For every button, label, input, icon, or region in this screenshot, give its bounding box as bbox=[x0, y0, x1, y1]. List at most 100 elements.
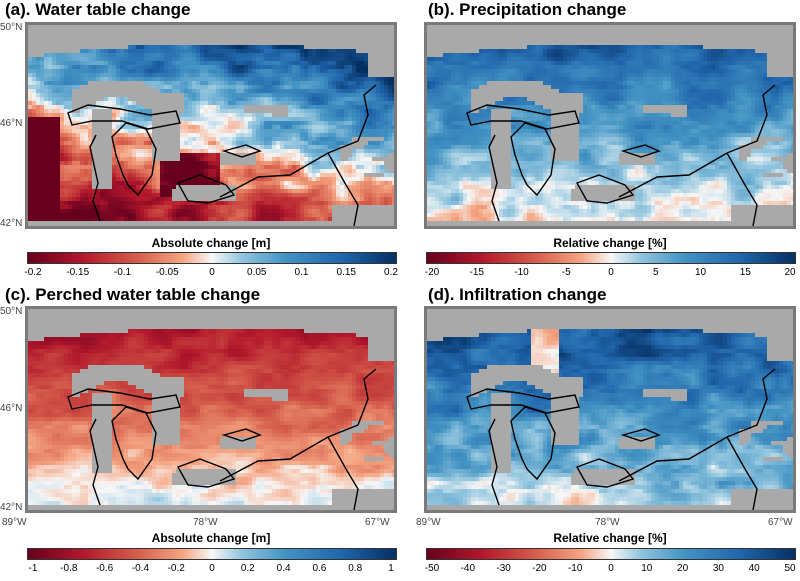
heatmap-cell bbox=[587, 77, 591, 81]
heatmap-cell bbox=[324, 153, 328, 157]
heatmap-cell bbox=[360, 105, 364, 109]
heatmap-cell bbox=[268, 73, 272, 77]
heatmap-cell bbox=[260, 125, 264, 129]
heatmap-cell bbox=[659, 101, 663, 105]
heatmap-cell bbox=[44, 57, 48, 61]
heatmap-cell bbox=[623, 121, 627, 125]
heatmap-cell bbox=[435, 101, 439, 105]
heatmap-cell bbox=[72, 129, 76, 133]
heatmap-cell bbox=[100, 217, 104, 221]
heatmap-cell bbox=[751, 81, 755, 85]
heatmap-cell bbox=[699, 113, 703, 117]
heatmap-cell bbox=[731, 61, 735, 65]
heatmap-cell bbox=[220, 209, 224, 213]
heatmap-cell bbox=[356, 201, 360, 205]
heatmap-cell bbox=[72, 137, 76, 141]
heatmap-cell bbox=[188, 45, 192, 49]
heatmap-cell bbox=[176, 177, 180, 181]
heatmap-cell bbox=[655, 125, 659, 129]
heatmap-cell bbox=[184, 49, 188, 53]
heatmap-cell bbox=[328, 65, 332, 69]
heatmap-cell bbox=[232, 45, 236, 49]
heatmap-cell bbox=[304, 145, 308, 149]
heatmap-cell bbox=[180, 141, 184, 145]
heatmap-cell bbox=[300, 89, 304, 93]
heatmap-cell bbox=[156, 201, 160, 205]
heatmap-cell bbox=[491, 105, 495, 109]
heatmap-cell bbox=[392, 117, 394, 121]
heatmap-cell bbox=[739, 101, 743, 105]
heatmap-cell bbox=[332, 169, 336, 173]
heatmap-cell bbox=[356, 197, 360, 201]
heatmap-cell bbox=[140, 189, 144, 193]
heatmap-cell bbox=[659, 89, 663, 93]
heatmap-cell bbox=[36, 109, 40, 113]
heatmap-cell bbox=[483, 125, 487, 129]
heatmap-cell bbox=[76, 73, 80, 77]
heatmap-cell bbox=[204, 73, 208, 77]
heatmap-cell bbox=[759, 105, 763, 109]
heatmap-cell bbox=[84, 125, 88, 129]
heatmap-cell bbox=[280, 213, 284, 217]
heatmap-cell bbox=[284, 189, 288, 193]
heatmap-cell bbox=[471, 57, 475, 61]
heatmap-cell bbox=[60, 197, 64, 201]
heatmap-cell bbox=[300, 213, 304, 217]
heatmap-cell bbox=[348, 121, 352, 125]
heatmap-cell bbox=[663, 125, 667, 129]
heatmap-cell bbox=[336, 121, 340, 125]
heatmap-cell bbox=[184, 141, 188, 145]
heatmap-cell bbox=[388, 137, 392, 141]
heatmap-cell bbox=[451, 81, 455, 85]
heatmap-cell bbox=[40, 81, 44, 85]
heatmap-cell bbox=[699, 97, 703, 101]
heatmap-cell bbox=[52, 85, 56, 89]
heatmap-cell bbox=[667, 97, 671, 101]
heatmap-cell bbox=[755, 81, 759, 85]
heatmap-cell bbox=[196, 97, 200, 101]
heatmap-cell bbox=[236, 49, 240, 53]
heatmap-cell bbox=[735, 89, 739, 93]
heatmap-cell bbox=[32, 105, 36, 109]
heatmap-cell bbox=[276, 69, 280, 73]
heatmap-cell bbox=[328, 61, 332, 65]
heatmap-cell bbox=[264, 137, 268, 141]
heatmap-cell bbox=[427, 97, 431, 101]
heatmap-cell bbox=[675, 85, 679, 89]
heatmap-cell bbox=[392, 137, 394, 141]
heatmap-cell bbox=[228, 181, 232, 185]
heatmap-cell bbox=[176, 85, 180, 89]
heatmap-cell bbox=[340, 193, 344, 197]
heatmap-cell bbox=[364, 197, 368, 201]
heatmap-cell bbox=[388, 173, 392, 177]
heatmap-cell bbox=[459, 113, 463, 117]
heatmap-cell bbox=[224, 117, 228, 121]
heatmap-cell bbox=[447, 65, 451, 69]
heatmap-cell bbox=[300, 117, 304, 121]
lat-label-46: 46°N bbox=[0, 118, 23, 129]
heatmap-cell bbox=[224, 77, 228, 81]
heatmap-cell bbox=[56, 129, 60, 133]
heatmap-cell bbox=[328, 93, 332, 97]
heatmap-cell bbox=[252, 61, 256, 65]
heatmap-cell bbox=[184, 121, 188, 125]
heatmap-cell bbox=[80, 125, 84, 129]
heatmap-cell bbox=[352, 193, 356, 197]
heatmap-cell bbox=[316, 161, 320, 165]
heatmap-cell bbox=[675, 45, 679, 49]
heatmap-cell bbox=[92, 73, 96, 77]
heatmap-cell bbox=[292, 145, 296, 149]
heatmap-cell bbox=[112, 121, 116, 125]
heatmap-cell bbox=[240, 177, 244, 181]
heatmap-cell bbox=[268, 149, 272, 153]
heatmap-cell bbox=[208, 129, 212, 133]
heatmap-cell bbox=[256, 85, 260, 89]
heatmap-cell bbox=[292, 105, 296, 109]
heatmap-cell bbox=[763, 109, 767, 113]
heatmap-cell bbox=[288, 197, 292, 201]
heatmap-cell bbox=[348, 65, 352, 69]
heatmap-cell bbox=[631, 65, 635, 69]
heatmap-cell bbox=[196, 53, 200, 57]
heatmap-cell bbox=[316, 165, 320, 169]
heatmap-cell bbox=[531, 65, 535, 69]
